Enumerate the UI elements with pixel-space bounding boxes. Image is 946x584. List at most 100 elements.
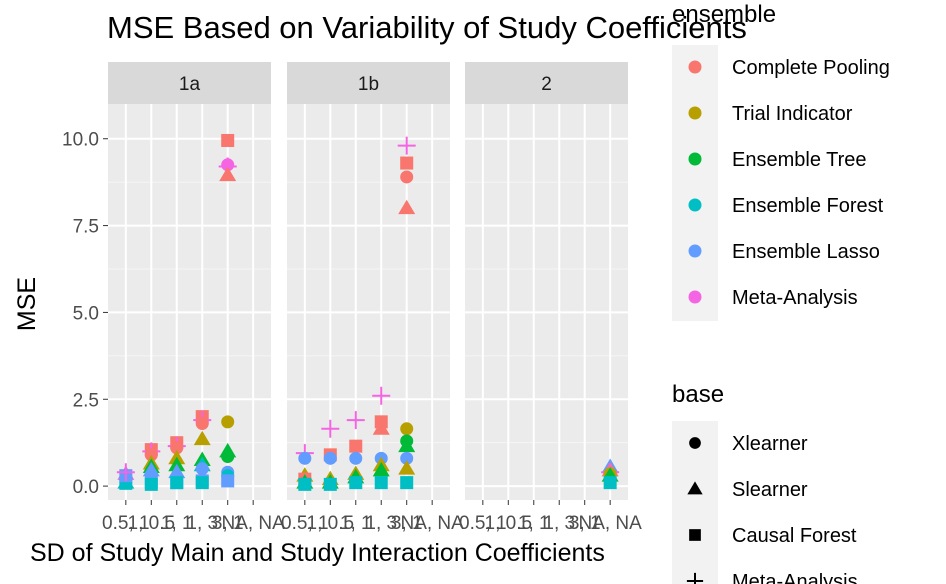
data-point bbox=[603, 476, 617, 490]
facet-label: 1b bbox=[358, 74, 379, 95]
x-tick-label: 1, 1 bbox=[161, 513, 193, 534]
legend-key bbox=[688, 198, 702, 212]
data-points bbox=[116, 133, 620, 491]
legend-label: Meta-Analysis bbox=[732, 571, 858, 584]
data-point bbox=[168, 463, 186, 479]
data-point bbox=[321, 419, 340, 438]
data-point bbox=[193, 430, 211, 446]
x-tick-label: 1, 3 bbox=[365, 513, 397, 534]
x-tick-label: 3, 1 bbox=[569, 513, 601, 534]
x-tick-label: 1, 0.5 bbox=[307, 513, 355, 534]
legend-label: Causal Forest bbox=[732, 525, 857, 547]
data-point bbox=[372, 420, 390, 435]
data-point bbox=[323, 477, 337, 491]
x-tick-label: 0.5, 1 bbox=[102, 513, 150, 534]
x-tick-label: 0.5, 1 bbox=[459, 513, 507, 534]
plot-background bbox=[287, 104, 450, 500]
data-point bbox=[221, 474, 235, 488]
x-axis-label: SD of Study Main and Study Interaction C… bbox=[30, 539, 605, 567]
x-tick-label: 1, 0.5 bbox=[128, 513, 176, 534]
chart-title: MSE Based on Variability of Study Coeffi… bbox=[107, 10, 747, 45]
legend-key bbox=[688, 152, 702, 166]
facet-strip bbox=[465, 62, 628, 104]
legend-key-background bbox=[672, 45, 718, 321]
legend-label: Trial Indicator bbox=[732, 103, 853, 125]
y-tick-label: 7.5 bbox=[73, 217, 99, 238]
data-point bbox=[195, 462, 209, 476]
data-point bbox=[372, 386, 391, 405]
data-point bbox=[398, 199, 416, 215]
legend-label: Xlearner bbox=[732, 433, 808, 455]
plot-background bbox=[465, 104, 628, 500]
data-point bbox=[116, 463, 135, 482]
data-point bbox=[397, 136, 416, 155]
legend-key bbox=[686, 572, 704, 584]
data-point bbox=[195, 476, 209, 490]
legend-key bbox=[687, 481, 703, 495]
y-axis-label: MSE bbox=[13, 277, 41, 331]
data-point bbox=[346, 411, 365, 430]
facet-label: 1a bbox=[179, 74, 201, 95]
legend-label: Ensemble Forest bbox=[732, 195, 884, 217]
x-tick-label: NA, NA bbox=[578, 513, 642, 534]
facet-panel-1a: 1a 0.5, 11, 0.51, 11, 33, 1NA, NA bbox=[102, 62, 285, 534]
data-point bbox=[170, 476, 184, 490]
data-point bbox=[298, 477, 312, 491]
plot-background bbox=[108, 104, 271, 500]
data-point bbox=[398, 437, 416, 453]
x-tick-label: NA, NA bbox=[400, 513, 464, 534]
y-tick-label: 2.5 bbox=[73, 390, 99, 411]
data-point bbox=[323, 451, 337, 465]
legend-key bbox=[688, 60, 702, 74]
legend-key bbox=[688, 106, 702, 120]
y-tick-label: 0.0 bbox=[73, 477, 99, 498]
x-tick-label: 0.5, 1 bbox=[281, 513, 329, 534]
legend-label: Slearner bbox=[732, 479, 808, 501]
data-point bbox=[372, 461, 390, 477]
legend-label: Meta-Analysis bbox=[732, 287, 858, 309]
data-point bbox=[400, 422, 414, 436]
y-axis: 0.0 2.5 5.0 7.5 10.0 bbox=[62, 130, 108, 498]
data-point bbox=[221, 450, 235, 464]
legend-title-ensemble: ensemble bbox=[672, 1, 776, 28]
y-tick-label: 5.0 bbox=[73, 303, 99, 324]
x-tick-label: 1, 1 bbox=[340, 513, 372, 534]
facet-strip bbox=[287, 62, 450, 104]
x-tick-label: 3, 1 bbox=[212, 513, 244, 534]
data-point bbox=[170, 441, 184, 455]
data-point bbox=[398, 460, 416, 475]
data-point bbox=[349, 476, 363, 490]
x-tick-label: 1, 3 bbox=[186, 513, 218, 534]
data-point bbox=[144, 448, 158, 462]
data-point bbox=[400, 451, 414, 465]
data-point bbox=[374, 476, 388, 490]
x-tick-label: 3, 1 bbox=[391, 513, 423, 534]
data-point bbox=[400, 156, 414, 170]
facet-label: 2 bbox=[541, 74, 552, 95]
y-tick-label: 10.0 bbox=[62, 130, 99, 151]
data-point bbox=[298, 451, 312, 465]
legend-key bbox=[689, 437, 701, 449]
legend-label: Ensemble Tree bbox=[732, 149, 867, 171]
facet-panel-1b: 1b 0.5, 11, 0.51, 11, 33, 1NA, NA bbox=[281, 62, 464, 534]
x-tick-label: 1, 1 bbox=[518, 513, 550, 534]
data-point bbox=[219, 166, 237, 182]
data-point bbox=[221, 133, 235, 147]
data-point bbox=[221, 415, 235, 429]
data-point bbox=[400, 170, 414, 184]
legend-key bbox=[689, 529, 701, 541]
legend-label: Complete Pooling bbox=[732, 57, 890, 79]
data-point bbox=[400, 476, 414, 490]
x-tick-label: NA, NA bbox=[221, 513, 285, 534]
x-tick-label: 1, 0.5 bbox=[485, 513, 533, 534]
legend-title-base: base bbox=[672, 381, 724, 408]
data-point bbox=[349, 451, 363, 465]
x-tick-label: 1, 3 bbox=[543, 513, 575, 534]
data-point bbox=[142, 461, 160, 477]
data-point bbox=[144, 477, 158, 491]
facet-strip bbox=[108, 62, 271, 104]
facet-panel-2: 2 0.5, 11, 0.51, 11, 33, 1NA, NA bbox=[459, 62, 642, 534]
data-point bbox=[195, 417, 209, 431]
data-point bbox=[349, 439, 363, 453]
